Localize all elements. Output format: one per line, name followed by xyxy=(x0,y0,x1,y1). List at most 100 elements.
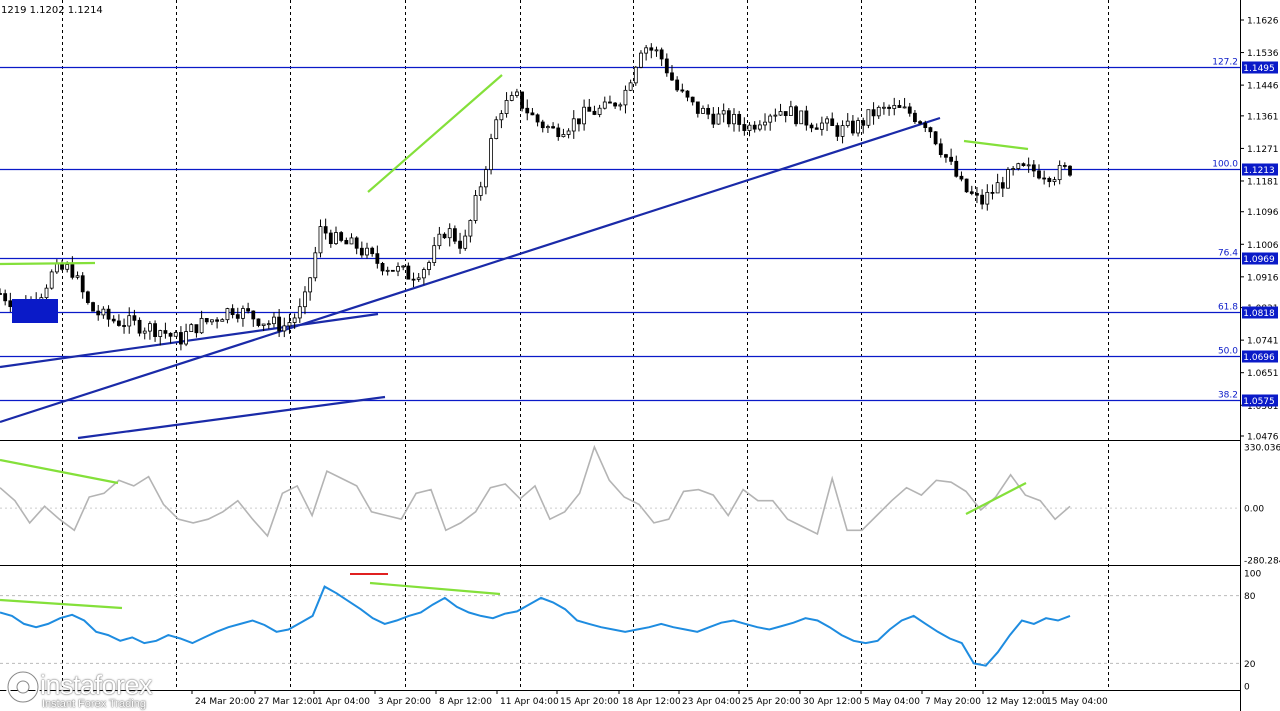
candle xyxy=(608,95,612,104)
candle-body xyxy=(695,101,700,114)
candle xyxy=(871,102,876,125)
candle-body xyxy=(75,275,80,278)
candle xyxy=(933,131,938,146)
candle xyxy=(1026,157,1031,173)
candle xyxy=(204,317,209,325)
candle-body xyxy=(1006,169,1010,189)
candle-body xyxy=(747,124,752,131)
candle xyxy=(354,236,359,255)
cci-panel xyxy=(0,444,1240,538)
candle-body xyxy=(442,233,447,239)
candle xyxy=(494,116,499,140)
candle xyxy=(173,330,178,337)
candle-body xyxy=(856,120,860,134)
candle-body xyxy=(179,332,183,345)
candle-body xyxy=(819,122,824,130)
candle xyxy=(664,53,669,77)
candle xyxy=(179,326,183,351)
candle xyxy=(458,232,462,254)
candle xyxy=(132,309,137,326)
candle xyxy=(246,302,251,314)
vertical-grid xyxy=(62,0,1109,690)
cci-divergence-line xyxy=(965,482,1027,515)
candle xyxy=(447,223,452,247)
candle xyxy=(556,123,561,141)
candle-body xyxy=(654,49,659,52)
price-tick-label: 1.0476 xyxy=(1247,433,1279,443)
candle-body xyxy=(509,95,514,101)
candle-body xyxy=(752,124,757,130)
candle xyxy=(323,218,328,240)
cci-divergence-line xyxy=(0,458,119,485)
candle xyxy=(695,101,700,118)
candle-body xyxy=(515,91,519,96)
candle xyxy=(411,272,416,288)
candle-body xyxy=(70,264,75,278)
cci-tick-label: 0.00 xyxy=(1244,505,1264,515)
rsi-tick-label: 20 xyxy=(1244,660,1256,670)
candle xyxy=(757,120,762,132)
candle-body xyxy=(365,247,369,256)
fib-price-tag xyxy=(1242,163,1278,176)
candle-body xyxy=(794,106,798,125)
candle xyxy=(571,110,576,139)
candle-body xyxy=(577,118,581,125)
candle-body xyxy=(675,79,680,91)
candle xyxy=(959,171,964,182)
cci-tick-label: -280.2846 xyxy=(1244,557,1280,567)
candle-body xyxy=(1062,165,1067,167)
trendline-2 xyxy=(0,312,379,369)
candle-body xyxy=(499,113,504,121)
candle-body xyxy=(830,118,835,126)
candle-body xyxy=(613,102,618,107)
candle-body xyxy=(871,109,876,117)
candle-body xyxy=(261,323,266,326)
price-divergence-line xyxy=(367,74,503,193)
candle xyxy=(406,262,411,280)
candle-body xyxy=(473,195,478,221)
candle-body xyxy=(44,287,49,299)
fib-price-tag-label: 1.0696 xyxy=(1243,353,1275,363)
price-tick-label: 1.0741 xyxy=(1247,337,1279,347)
candle xyxy=(856,117,860,137)
candle-body xyxy=(1068,165,1072,176)
candle xyxy=(711,107,716,128)
candle-body xyxy=(551,126,555,129)
ohlc-readout: 1219 1.1202 1.1214 xyxy=(1,5,103,16)
candle xyxy=(587,98,592,112)
candle xyxy=(70,256,75,280)
candle-body xyxy=(969,191,974,194)
candle-body xyxy=(540,121,545,129)
candle-body xyxy=(308,277,313,293)
candle-body xyxy=(659,49,664,60)
candle xyxy=(525,99,530,121)
candle xyxy=(194,324,199,338)
candle-body xyxy=(592,110,597,115)
candle-body xyxy=(913,112,917,123)
candle xyxy=(1062,162,1067,169)
candle-body xyxy=(478,186,483,196)
candle-body xyxy=(132,315,137,321)
fib-price-tag-label: 1.0575 xyxy=(1243,397,1275,407)
candle-body xyxy=(788,106,793,116)
candle-body xyxy=(944,154,948,158)
cci-tick-label: 330.0361 xyxy=(1244,444,1280,454)
candle-body xyxy=(339,232,344,241)
candle-body xyxy=(204,318,209,323)
candle-body xyxy=(390,269,395,272)
candle xyxy=(1057,160,1062,185)
candle xyxy=(540,119,545,133)
candle-body xyxy=(737,113,742,125)
candle-body xyxy=(566,130,571,135)
candle-body xyxy=(215,319,220,322)
candle xyxy=(969,185,974,196)
candle-body xyxy=(437,233,442,247)
candle xyxy=(210,319,214,326)
candle xyxy=(938,138,943,158)
candle-body xyxy=(96,310,101,316)
candle xyxy=(241,305,245,327)
time-tick-label: 15 May 04:00 xyxy=(1046,697,1108,707)
candle-body xyxy=(173,332,178,337)
candle-body xyxy=(732,113,736,125)
